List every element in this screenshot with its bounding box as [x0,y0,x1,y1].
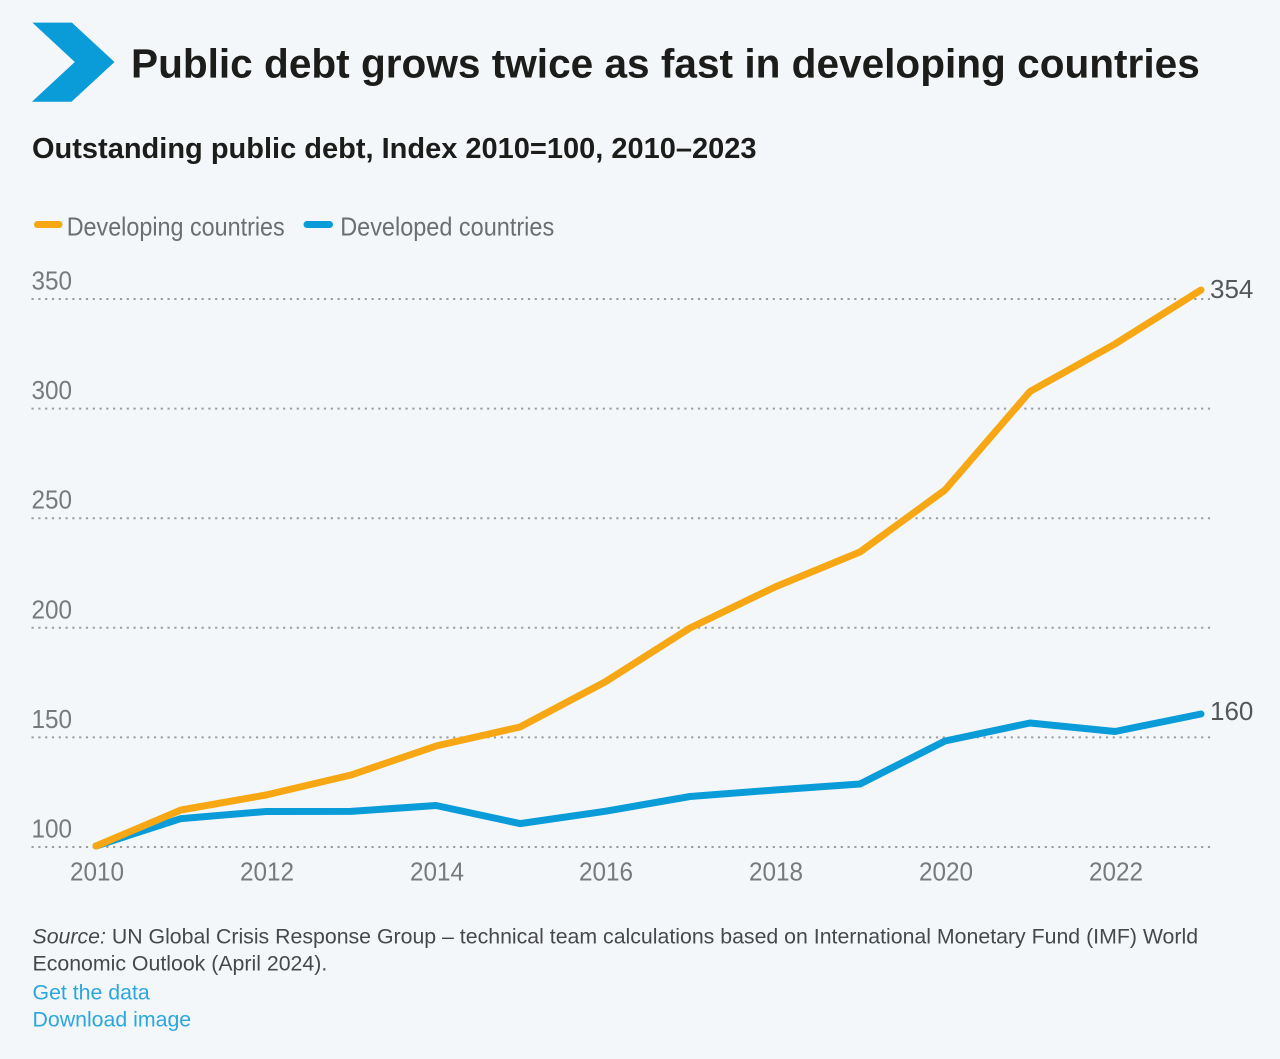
svg-text:Developing countries: Developing countries [67,212,285,242]
svg-text:2014: 2014 [410,857,464,887]
svg-text:100: 100 [32,814,73,844]
svg-text:2010: 2010 [70,857,124,887]
svg-text:2020: 2020 [919,857,973,887]
svg-text:Economic Outlook (April 2024).: Economic Outlook (April 2024). [33,952,328,976]
svg-text:2018: 2018 [749,857,803,887]
svg-text:Source: UN Global Crisis Respo: Source: UN Global Crisis Response Group … [33,924,1199,948]
svg-text:350: 350 [32,266,73,296]
svg-text:150: 150 [32,704,73,734]
svg-text:354: 354 [1210,274,1253,304]
svg-text:200: 200 [32,594,73,624]
svg-text:2022: 2022 [1089,857,1143,887]
svg-text:300: 300 [32,375,73,405]
svg-text:2016: 2016 [579,857,633,887]
svg-text:Get the data: Get the data [33,981,150,1005]
svg-text:250: 250 [32,485,73,515]
svg-text:Outstanding public debt, Index: Outstanding public debt, Index 2010=100,… [32,133,757,165]
svg-text:160: 160 [1210,696,1253,726]
svg-text:Developed countries: Developed countries [340,212,554,242]
svg-text:2012: 2012 [240,857,294,887]
svg-text:Download image: Download image [33,1007,192,1031]
svg-text:Public debt grows twice as fas: Public debt grows twice as fast in devel… [131,41,1200,87]
